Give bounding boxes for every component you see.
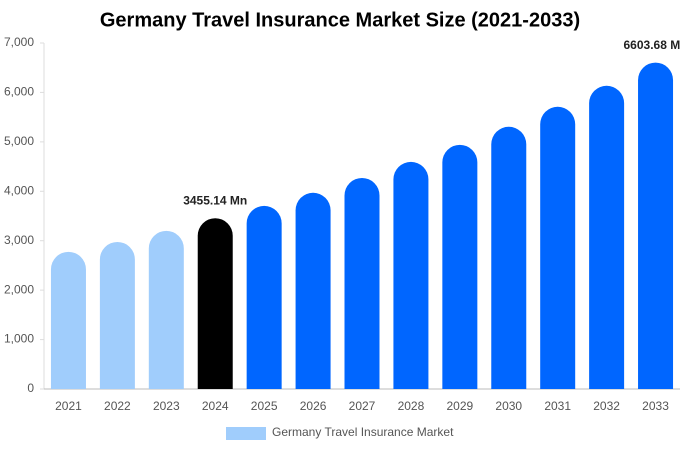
bar [393,161,429,389]
bar [295,192,331,389]
x-tick-label: 2026 [300,399,327,413]
x-tick-label: 2027 [349,399,376,413]
x-tick-label: 2022 [104,399,131,413]
y-tick-label: 6,000 [4,85,34,99]
x-tick-label: 2031 [544,399,571,413]
chart-title: Germany Travel Insurance Market Size (20… [100,9,580,31]
x-tick-label: 2028 [398,399,425,413]
x-tick-label: 2033 [642,399,669,413]
y-tick-label: 2,000 [4,282,34,296]
y-tick-label: 4,000 [4,183,34,197]
bar [99,241,135,389]
legend-label: Germany Travel Insurance Market [272,425,454,439]
bar [491,126,527,390]
y-tick-label: 3,000 [4,233,34,247]
bar [50,251,86,389]
bar [442,144,478,389]
x-tick-label: 2021 [55,399,82,413]
x-tick-label: 2032 [593,399,620,413]
data-label: 3455.14 Mn [183,193,247,207]
y-tick-label: 1,000 [4,332,34,346]
x-tick-label: 2023 [153,399,180,413]
bar [344,177,380,389]
y-tick-label: 7,000 [4,35,34,49]
bar [638,62,674,389]
x-tick-label: 2025 [251,399,278,413]
x-tick-label: 2030 [495,399,522,413]
bar [540,106,576,390]
bar [197,218,233,389]
y-tick-label: 0 [27,381,34,395]
x-tick-label: 2024 [202,399,229,413]
bar [589,85,625,390]
x-tick-label: 2029 [446,399,473,413]
y-tick-label: 5,000 [4,134,34,148]
legend-swatch [226,427,266,440]
bar [246,205,282,389]
data-label: 6603.68 Mn [624,38,680,52]
bar [148,230,184,389]
